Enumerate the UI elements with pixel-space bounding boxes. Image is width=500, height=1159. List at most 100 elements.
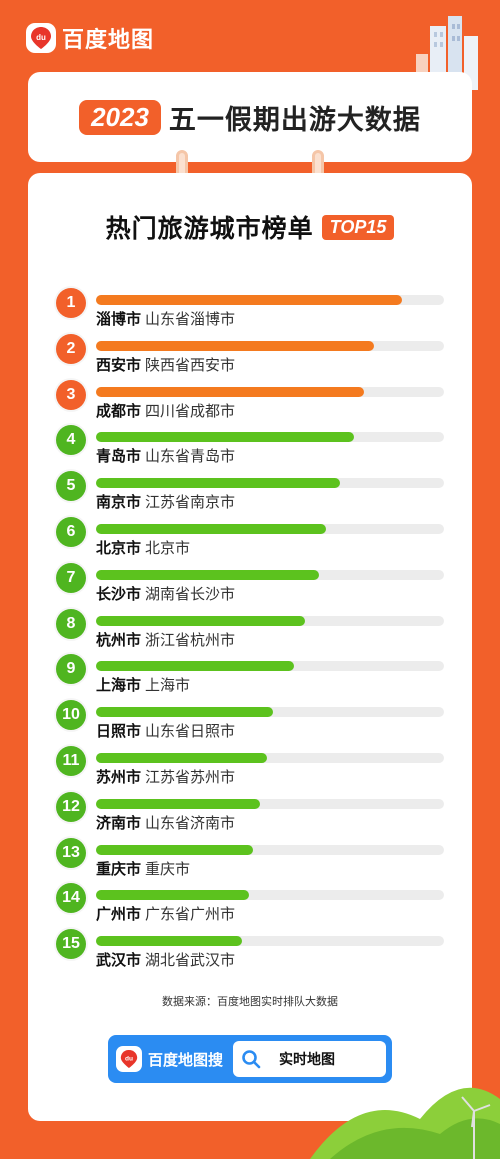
city-region: 湖南省长沙市 [145, 584, 236, 603]
city-label: 北京市 北京市 [96, 537, 190, 558]
city-label: 淄博市 山东省淄博市 [96, 308, 235, 329]
bar-fill [96, 340, 375, 351]
rank-row: 12 济南市 山东省济南市 [28, 791, 472, 838]
bar-fill [96, 524, 326, 534]
bar-fill [96, 707, 274, 718]
bar-track [96, 295, 444, 305]
ranking-card: 热门旅游城市榜单 TOP15 1 淄博市 山东省淄博市 2 西安市 陕西省西安市 3 成都市四… [28, 173, 472, 1121]
search-input[interactable]: 实时地图 [233, 1041, 386, 1077]
rank-number: 3 [56, 379, 86, 410]
bar-fill [96, 798, 260, 809]
chart-title: 热门旅游城市榜单 [105, 214, 314, 243]
rank-row: 5 南京市 江苏省南京市 [28, 471, 472, 517]
city-label: 重庆市 重庆市 [96, 858, 190, 879]
city-name: 青岛市 [96, 447, 142, 466]
bar-track [96, 798, 444, 809]
rank-number: 12 [56, 791, 86, 822]
city-name: 日照市 [96, 722, 142, 741]
city-name: 长沙市 [96, 584, 142, 603]
bar-fill [96, 478, 340, 489]
city-label: 杭州市 浙江省杭州市 [96, 629, 235, 650]
city-region: 山东省青岛市 [145, 447, 236, 466]
year-badge: 2023 [79, 99, 161, 135]
title-card: 2023 五一假期出游大数据 [28, 72, 472, 162]
bar-track [96, 753, 444, 763]
rank-row: 11 苏州市 江苏省苏州市 [28, 746, 472, 792]
bar-fill [96, 295, 403, 305]
green-hills-decoration [310, 1087, 500, 1159]
rank-number: 5 [56, 471, 86, 502]
baidu-search-banner[interactable]: du 百度地图搜 实时地图 [108, 1035, 392, 1083]
city-name: 杭州市 [96, 630, 142, 649]
bar-track [96, 386, 444, 397]
bar-track [96, 890, 444, 901]
city-label: 广州市 广东省广州市 [96, 903, 235, 924]
bar-track [96, 432, 444, 443]
bar-fill [96, 936, 243, 947]
city-label: 济南市 山东省济南市 [96, 812, 235, 833]
city-region: 上海市 [145, 676, 191, 695]
rank-number: 14 [56, 883, 86, 914]
city-name: 广州市 [96, 905, 142, 924]
svg-text:du: du [125, 1056, 133, 1063]
search-query-text: 实时地图 [279, 1052, 336, 1068]
city-label: 武汉市 湖北省武汉市 [96, 949, 235, 970]
city-label: 日照市 山东省日照市 [96, 720, 235, 741]
bar-fill [96, 615, 305, 626]
city-region: 江苏省南京市 [145, 493, 236, 512]
city-region: 山东省日照市 [145, 722, 236, 741]
rank-row: 8 杭州市 浙江省杭州市 [28, 608, 472, 655]
baidu-map-logo-icon: du [26, 23, 56, 53]
rank-number: 1 [56, 288, 86, 318]
city-label: 成都市 四川省成都市 [96, 400, 235, 421]
city-name: 北京市 [96, 539, 142, 557]
rank-row: 9 上海市 上海市 [28, 654, 472, 700]
bar-fill [96, 753, 267, 763]
city-label: 青岛市 山东省青岛市 [96, 445, 235, 466]
rank-number: 8 [56, 608, 86, 639]
rank-row: 6 北京市 北京市 [28, 517, 472, 563]
bar-track [96, 478, 444, 489]
top15-badge: TOP15 [321, 214, 395, 240]
city-name: 武汉市 [96, 951, 142, 970]
city-label: 南京市 江苏省南京市 [96, 491, 235, 512]
city-region: 浙江省杭州市 [145, 630, 236, 649]
rank-number: 15 [56, 929, 86, 960]
rank-row: 2 西安市 陕西省西安市 [28, 333, 472, 380]
rank-number: 11 [56, 746, 86, 776]
brand-name: 百度地图 [62, 28, 155, 53]
search-icon [242, 1050, 261, 1069]
city-name: 济南市 [96, 813, 142, 832]
rank-number: 10 [56, 700, 86, 731]
bar-track [96, 340, 444, 351]
city-region: 山东省淄博市 [145, 310, 236, 328]
rank-number: 6 [56, 517, 86, 547]
rank-row: 7 长沙市 湖南省长沙市 [28, 562, 472, 609]
city-region: 湖北省武汉市 [145, 951, 236, 970]
rank-row: 1 淄博市 山东省淄博市 [28, 288, 472, 334]
bar-fill [96, 386, 364, 397]
page-title: 五一假期出游大数据 [168, 104, 421, 136]
bar-track [96, 661, 444, 672]
city-name: 淄博市 [96, 310, 142, 328]
city-region: 重庆市 [145, 859, 191, 878]
data-source-note: 数据来源：百度地图实时排队大数据 [162, 995, 338, 1008]
rank-row: 15 武汉市 湖北省武汉市 [28, 929, 472, 975]
rank-number: 2 [56, 333, 86, 364]
rank-row: 3 成都市 四川省成都市 [28, 379, 472, 426]
bar-fill [96, 432, 354, 443]
rank-number: 9 [56, 654, 86, 685]
city-name: 西安市 [96, 355, 142, 374]
bar-fill [96, 844, 253, 855]
rank-number: 4 [56, 425, 86, 456]
baidu-map-logo-icon: du [116, 1046, 142, 1072]
list-title: 热门旅游城市榜单 TOP15 [28, 209, 472, 245]
city-name: 苏州市 [96, 768, 142, 786]
bar-fill [96, 661, 295, 672]
bar-track [96, 569, 444, 580]
city-label: 长沙市 湖南省长沙市 [96, 583, 235, 604]
city-name: 重庆市 [96, 859, 142, 878]
city-name: 成都市 [96, 401, 142, 420]
city-region: 北京市 [145, 539, 191, 557]
search-brand-label: 百度地图搜 [148, 1050, 224, 1069]
